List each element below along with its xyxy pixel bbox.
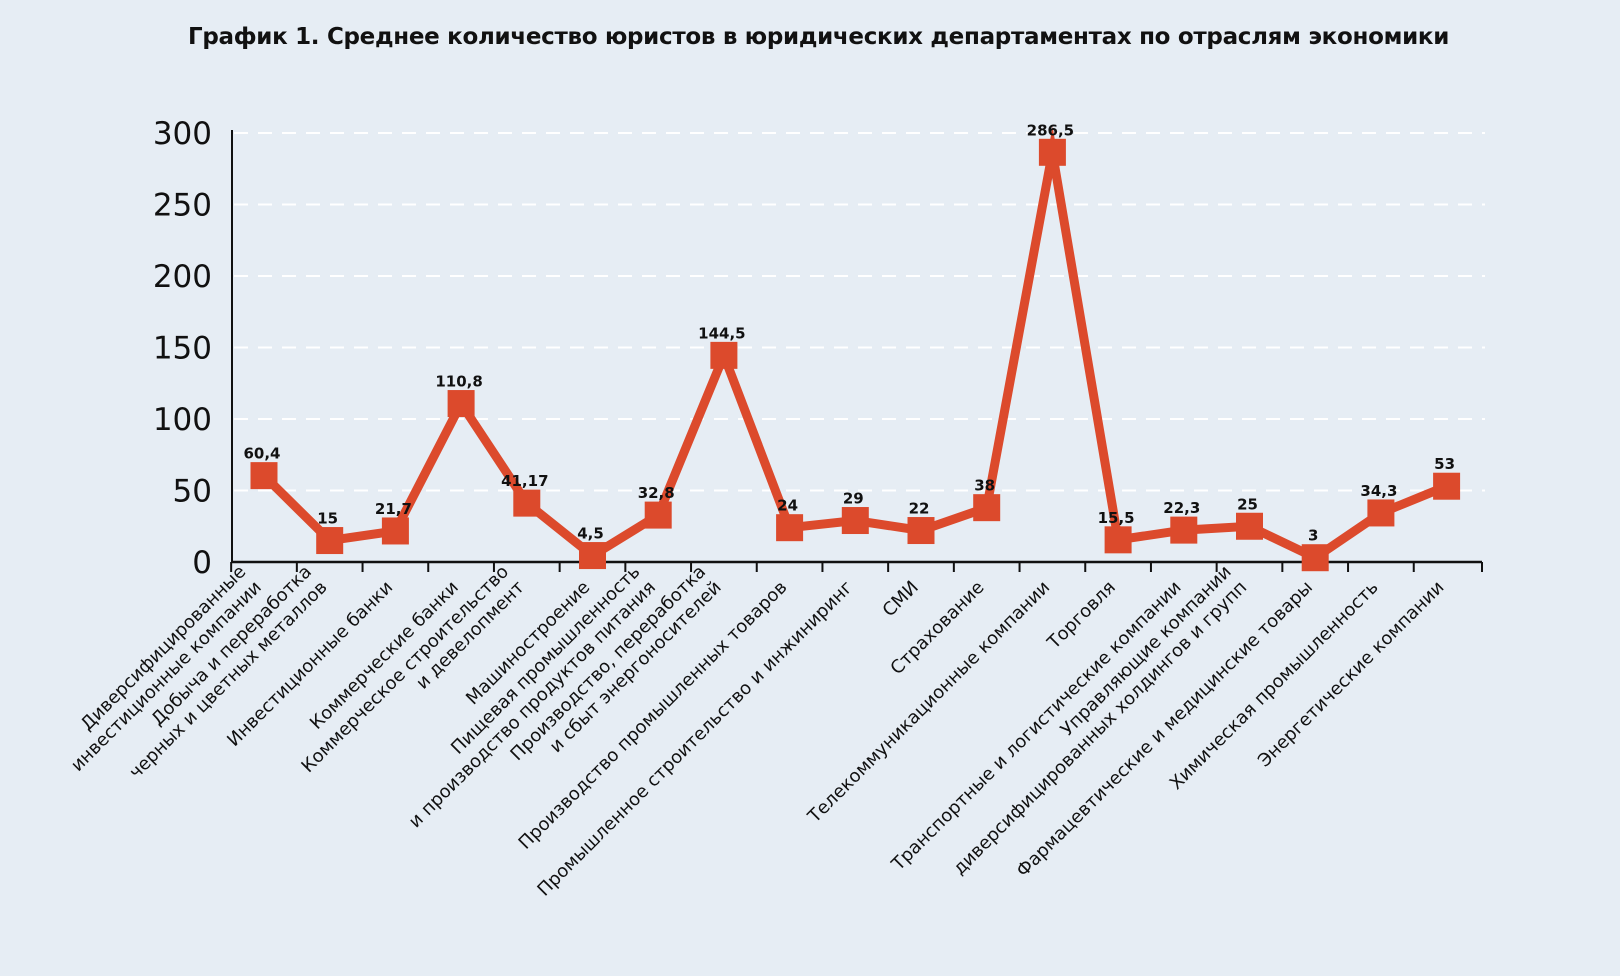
data-point xyxy=(381,517,409,545)
data-point xyxy=(776,514,804,542)
data-point xyxy=(907,517,935,545)
data-point xyxy=(644,501,672,529)
category-label: Телекоммуникационные компании xyxy=(803,577,1054,828)
y-tick-label: 150 xyxy=(153,331,212,367)
data-label: 22,3 xyxy=(1163,499,1200,517)
y-tick-label: 0 xyxy=(192,545,212,581)
data-point xyxy=(1301,544,1329,572)
category-label-line: СМИ xyxy=(879,577,923,621)
data-label: 3 xyxy=(1308,527,1318,545)
data-label: 38 xyxy=(974,477,995,495)
data-label: 15 xyxy=(317,510,338,528)
data-point xyxy=(250,462,278,490)
category-label: СМИ xyxy=(879,577,923,621)
data-point xyxy=(1236,512,1263,540)
data-point xyxy=(1367,499,1395,527)
data-label: 22 xyxy=(909,500,930,518)
chart-title: График 1. Среднее количество юристов в ю… xyxy=(188,24,1450,50)
data-label: 110,8 xyxy=(435,373,482,391)
data-point xyxy=(1104,526,1132,554)
data-label: 24 xyxy=(777,497,798,515)
data-label: 60,4 xyxy=(243,445,280,463)
y-tick-label: 100 xyxy=(153,402,212,438)
y-tick-label: 200 xyxy=(153,259,212,295)
data-point xyxy=(710,341,738,369)
data-label: 286,5 xyxy=(1027,121,1074,139)
data-point xyxy=(1433,472,1461,500)
data-label: 32,8 xyxy=(638,484,675,502)
y-tick-label: 50 xyxy=(173,474,212,510)
data-point xyxy=(513,489,541,517)
data-label: 25 xyxy=(1237,495,1258,513)
data-label: 15,5 xyxy=(1098,509,1135,527)
data-point xyxy=(316,527,344,555)
category-label-line: Управляющие компании xyxy=(1057,561,1236,740)
data-label: 41,17 xyxy=(501,472,548,490)
data-point xyxy=(447,390,475,418)
data-point xyxy=(579,542,606,570)
data-label: 144,5 xyxy=(698,324,745,342)
data-label: 21,7 xyxy=(375,500,412,518)
data-point xyxy=(1038,138,1066,166)
data-point xyxy=(1170,516,1198,544)
data-point xyxy=(841,507,869,535)
data-label: 4,5 xyxy=(577,525,604,543)
data-point xyxy=(973,494,1001,522)
y-tick-label: 250 xyxy=(153,188,212,224)
data-label: 34,3 xyxy=(1360,482,1397,500)
data-label: 29 xyxy=(843,490,864,508)
y-tick-label: 300 xyxy=(153,116,212,152)
data-label: 53 xyxy=(1434,455,1455,473)
category-label-line: Телекоммуникационные компании xyxy=(803,577,1054,828)
